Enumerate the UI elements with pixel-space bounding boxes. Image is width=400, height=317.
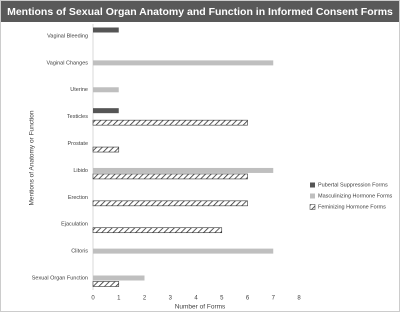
- x-tick-label: 8: [297, 296, 301, 302]
- bar: [92, 173, 248, 180]
- bar: [92, 200, 248, 207]
- bar: [93, 108, 119, 114]
- bar: [92, 119, 248, 126]
- y-tick-label: Libido: [73, 168, 88, 174]
- x-tick-label: 1: [117, 296, 121, 302]
- x-tick-label: 3: [169, 296, 173, 302]
- bar: [93, 248, 274, 254]
- bar: [92, 146, 120, 153]
- y-tick-label: Erection: [68, 195, 88, 201]
- bar: [92, 281, 120, 287]
- y-axis-label: Mentions of Anatomy or Function: [29, 110, 36, 205]
- x-tick-label: 6: [246, 296, 250, 302]
- y-tick-label: Sexual Organ Function: [32, 275, 88, 281]
- x-tick-label: 4: [194, 296, 198, 302]
- legend-label: Masculinizing Hormone Forms: [318, 193, 393, 199]
- title-bar: [1, 1, 399, 22]
- bar: [93, 87, 119, 93]
- bar: [93, 60, 274, 66]
- chart-title: Mentions of Sexual Organ Anatomy and Fun…: [7, 6, 393, 18]
- x-axis-label: Number of Forms: [175, 304, 226, 311]
- bar: [93, 167, 274, 173]
- legend-swatch: [309, 204, 316, 210]
- bar: [93, 27, 119, 33]
- y-tick-label: Vaginal Changes: [47, 60, 89, 66]
- legend-label: Pubertal Suppression Forms: [318, 182, 388, 188]
- y-tick-label: Testicles: [67, 114, 88, 120]
- bar: [93, 275, 145, 281]
- legend-swatch: [310, 193, 315, 199]
- x-tick-label: 0: [91, 296, 95, 302]
- y-tick-label: Prostate: [68, 141, 88, 147]
- x-tick-label: 5: [220, 296, 224, 302]
- y-tick-label: Clitoris: [71, 249, 88, 255]
- y-tick-label: Vaginal Bleeding: [47, 33, 88, 39]
- x-tick-label: 7: [272, 296, 276, 302]
- legend-swatch: [310, 182, 315, 188]
- legend-label: Feminizing Hormone Forms: [318, 204, 386, 210]
- bar: [92, 227, 223, 234]
- y-tick-label: Uterine: [70, 87, 88, 93]
- x-tick-label: 2: [143, 296, 147, 302]
- y-tick-label: Ejaculation: [61, 222, 88, 228]
